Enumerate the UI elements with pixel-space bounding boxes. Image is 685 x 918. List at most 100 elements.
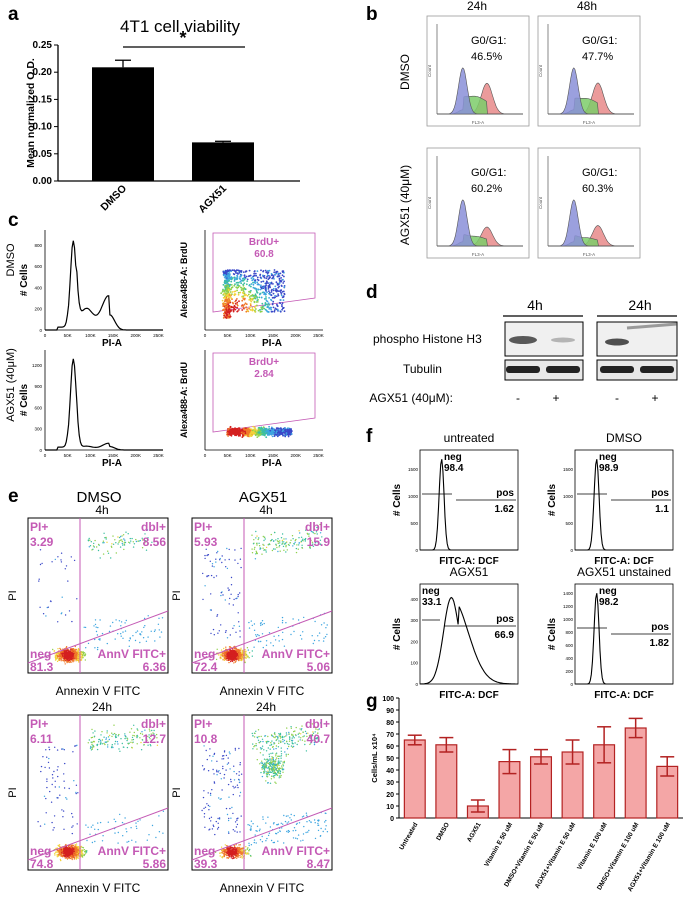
event-dot xyxy=(45,749,46,750)
event-dot xyxy=(151,631,152,632)
g0g1-value: 47.7% xyxy=(582,51,613,63)
g0g1-value: 46.5% xyxy=(471,51,502,63)
event-dot xyxy=(48,758,49,759)
event-dot xyxy=(99,638,100,639)
event-dot xyxy=(262,624,263,625)
event-dot xyxy=(121,535,122,536)
event-dot xyxy=(272,550,273,551)
event-dot xyxy=(66,654,67,655)
event-dot xyxy=(279,542,280,543)
event-dot xyxy=(227,655,228,656)
x-tick-label: 0 xyxy=(204,333,207,338)
x-tick-label: 50K xyxy=(64,453,72,458)
event-dot xyxy=(123,534,124,535)
event-dot xyxy=(283,276,285,278)
event-dot xyxy=(217,614,218,615)
event-dot xyxy=(114,819,115,820)
event-dot xyxy=(284,427,286,429)
event-dot xyxy=(265,303,267,305)
histogram-line xyxy=(45,359,163,450)
event-dot xyxy=(263,307,265,309)
event-dot xyxy=(59,786,60,787)
quadrant-value-neg: 72.4 xyxy=(194,660,218,674)
band xyxy=(506,366,540,373)
event-dot xyxy=(120,633,121,634)
event-dot xyxy=(127,747,128,748)
event-dot xyxy=(38,580,39,581)
event-dot xyxy=(225,290,227,292)
event-dot xyxy=(57,556,58,557)
event-dot xyxy=(115,638,116,639)
event-dot xyxy=(159,629,160,630)
event-dot xyxy=(282,274,284,276)
event-dot xyxy=(222,594,223,595)
event-dot xyxy=(60,559,61,560)
event-dot xyxy=(222,555,223,556)
event-dot xyxy=(229,603,230,604)
event-dot xyxy=(224,660,225,661)
event-dot xyxy=(61,612,62,613)
event-dot xyxy=(120,536,121,537)
event-dot xyxy=(296,552,297,553)
event-dot xyxy=(65,653,66,654)
event-dot xyxy=(217,551,218,552)
event-dot xyxy=(237,563,238,564)
event-dot xyxy=(246,303,248,305)
event-dot xyxy=(301,638,302,639)
event-dot xyxy=(228,305,230,307)
event-dot xyxy=(62,655,63,656)
event-dot xyxy=(136,828,137,829)
event-dot xyxy=(122,743,123,744)
histogram-line xyxy=(45,241,163,330)
event-dot xyxy=(85,653,86,654)
event-dot xyxy=(276,547,277,548)
event-dot xyxy=(263,536,264,537)
event-dot xyxy=(240,567,241,568)
event-dot xyxy=(97,749,98,750)
event-dot xyxy=(232,291,234,293)
event-dot xyxy=(323,640,324,641)
event-dot xyxy=(253,275,255,277)
event-dot xyxy=(155,837,156,838)
event-dot xyxy=(61,809,62,810)
event-dot xyxy=(240,559,241,560)
event-dot xyxy=(67,650,68,651)
event-dot xyxy=(249,432,251,434)
event-dot xyxy=(154,631,155,632)
event-dot xyxy=(276,281,278,283)
event-dot xyxy=(123,549,124,550)
event-dot xyxy=(254,547,255,548)
event-dot xyxy=(41,563,42,564)
event-dot xyxy=(227,587,228,588)
event-dot xyxy=(236,290,238,292)
event-dot xyxy=(223,653,224,654)
event-dot xyxy=(241,270,243,272)
event-dot xyxy=(249,275,251,277)
event-dot xyxy=(65,568,66,569)
event-dot xyxy=(253,284,255,286)
event-dot xyxy=(273,433,275,435)
event-dot xyxy=(251,429,253,431)
event-dot xyxy=(46,781,47,782)
event-dot xyxy=(130,637,131,638)
event-dot xyxy=(155,629,156,630)
event-dot xyxy=(279,302,281,304)
event-dot xyxy=(137,728,138,729)
event-dot xyxy=(241,653,242,654)
event-dot xyxy=(78,661,79,662)
quadrant-label-annv: AnnV FITC+ xyxy=(262,647,330,661)
event-dot xyxy=(147,636,148,637)
event-dot xyxy=(285,542,286,543)
event-dot xyxy=(280,289,282,291)
event-dot xyxy=(279,278,281,280)
event-dot xyxy=(299,532,300,533)
event-dot xyxy=(232,658,233,659)
event-dot xyxy=(260,622,261,623)
event-dot xyxy=(111,746,112,747)
event-dot xyxy=(121,621,122,622)
event-dot xyxy=(159,636,160,637)
event-dot xyxy=(58,855,59,856)
event-dot xyxy=(222,655,223,656)
event-dot xyxy=(228,315,230,317)
event-dot xyxy=(272,297,274,299)
